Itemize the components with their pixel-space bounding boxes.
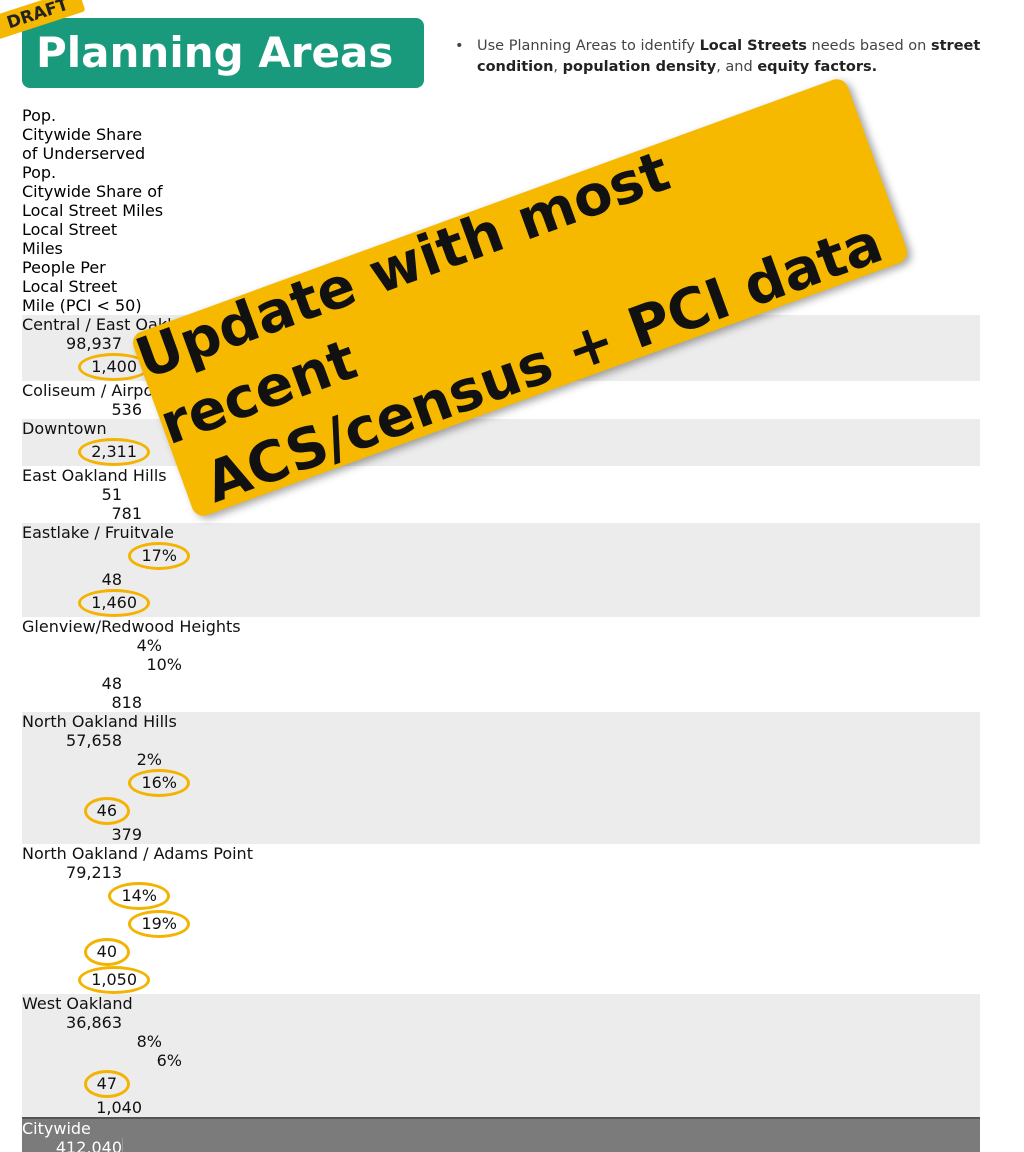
table-cell: 98,937 bbox=[22, 334, 122, 353]
bullet-segment: , and bbox=[716, 59, 758, 75]
cell-text: 4% bbox=[136, 636, 162, 655]
table-cell: 40 bbox=[22, 938, 130, 966]
cell-text: West Oakland bbox=[22, 994, 133, 1013]
table-cell: 57,658 bbox=[22, 731, 122, 750]
cell-text: North Oakland / Adams Point bbox=[22, 844, 253, 863]
bullet-segment: needs based on bbox=[806, 38, 931, 54]
bullet-segment: Local Streets bbox=[699, 38, 807, 54]
table-cell: 14% bbox=[22, 882, 170, 910]
table-cell: East Oakland Hills bbox=[22, 466, 360, 485]
table-row: Glenview/Redwood Heights 4% 10% 48 818 bbox=[22, 617, 980, 712]
table-cell: 17% bbox=[22, 542, 190, 570]
table-cell: 1,400 bbox=[22, 353, 150, 381]
table-cell: 818 bbox=[22, 693, 142, 712]
cell-text: 536 bbox=[111, 400, 142, 419]
cell-text: Downtown bbox=[22, 419, 107, 438]
table-cell: 36,863 bbox=[22, 1013, 122, 1032]
cell-text: 48 bbox=[101, 570, 122, 589]
table-cell: Eastlake / Fruitvale bbox=[22, 523, 360, 542]
table-cell: 412,040 bbox=[22, 1138, 123, 1152]
table-cell: Citywide bbox=[22, 1119, 360, 1138]
cell-text: Eastlake / Fruitvale bbox=[22, 523, 174, 542]
table-cell: 1,040 bbox=[22, 1098, 142, 1117]
bullet-text: Use Planning Areas to identify Local Str… bbox=[455, 36, 995, 78]
cell-text: 781 bbox=[111, 504, 142, 523]
cell-text: Citywide bbox=[22, 1119, 91, 1138]
table-cell: 1,460 bbox=[22, 589, 150, 617]
cell-text: 379 bbox=[111, 825, 142, 844]
circled-value: 19% bbox=[128, 910, 190, 938]
cell-text: 51 bbox=[101, 485, 122, 504]
table-cell: 46 bbox=[22, 797, 130, 825]
circled-value: 46 bbox=[83, 797, 130, 825]
bullet-segment: equity factors. bbox=[757, 59, 878, 75]
table-cell: North Oakland / Adams Point bbox=[22, 844, 360, 863]
slide: Planning Areas DRAFT Use Planning Areas … bbox=[0, 0, 1024, 576]
bullet-segment: Use Planning Areas to identify bbox=[477, 38, 700, 54]
table-row: East Oakland Hills 51 781 bbox=[22, 466, 980, 523]
table-cell: 19% bbox=[22, 910, 190, 938]
table-row: North Oakland Hills 57,658 2% 16% 46 379 bbox=[22, 712, 980, 844]
cell-text: East Oakland Hills bbox=[22, 466, 167, 485]
table-cell: Downtown bbox=[22, 419, 360, 438]
circled-value: 14% bbox=[108, 882, 170, 910]
cell-text: 2% bbox=[136, 750, 162, 769]
table-cell: Glenview/Redwood Heights bbox=[22, 617, 360, 636]
table-cell: 47 bbox=[22, 1070, 130, 1098]
cell-text: 48 bbox=[101, 674, 122, 693]
cell-text: 10% bbox=[146, 655, 182, 674]
bullet-segment: population density bbox=[562, 59, 717, 75]
circled-value: 40 bbox=[83, 938, 130, 966]
cell-text: 1,040 bbox=[96, 1098, 142, 1117]
cell-text: North Oakland Hills bbox=[22, 712, 177, 731]
column-header: Citywide Share of Local Street Miles bbox=[22, 182, 164, 220]
cell-text: 57,658 bbox=[66, 731, 122, 750]
cell-text: 36,863 bbox=[66, 1013, 122, 1032]
cell-text: Glenview/Redwood Heights bbox=[22, 617, 241, 636]
circled-value: 1,460 bbox=[78, 589, 150, 617]
column-header: Pop. bbox=[22, 106, 57, 125]
table-cell: 4% bbox=[22, 636, 162, 655]
table-cell: 379 bbox=[22, 825, 142, 844]
table-cell: 6% bbox=[22, 1051, 182, 1070]
table-cell: West Oakland bbox=[22, 994, 360, 1013]
bullet-segment: , bbox=[553, 59, 563, 75]
table-row: Eastlake / Fruitvale 17% 48 1,460 bbox=[22, 523, 980, 617]
circled-value: 17% bbox=[128, 542, 190, 570]
table-cell: 2,311 bbox=[22, 438, 150, 466]
cell-text: 79,213 bbox=[66, 863, 122, 882]
circled-value: 2,311 bbox=[78, 438, 150, 466]
circled-value: 16% bbox=[128, 769, 190, 797]
circled-value: 1,050 bbox=[78, 966, 150, 994]
bullet-segment: street condition bbox=[477, 38, 981, 75]
table-cell: 79,213 bbox=[22, 863, 122, 882]
table-cell: 2% bbox=[22, 750, 162, 769]
column-header: Local Street Miles bbox=[22, 220, 118, 258]
table-row: West Oakland 36,863 8% 6% 47 1,040 bbox=[22, 994, 980, 1117]
table-cell: 48 bbox=[22, 570, 122, 589]
column-header: Citywide Share of Underserved Pop. bbox=[22, 125, 146, 182]
table-cell: Coliseum / Airport bbox=[22, 381, 360, 400]
table-cell: 16% bbox=[22, 769, 190, 797]
table-cell: 51 bbox=[22, 485, 122, 504]
table-cell: 1,050 bbox=[22, 966, 150, 994]
cell-text: Coliseum / Airport bbox=[22, 381, 167, 400]
cell-text: 6% bbox=[156, 1051, 182, 1070]
cell-text: 818 bbox=[111, 693, 142, 712]
cell-text: 98,937 bbox=[66, 334, 122, 353]
cell-text: 412,040 bbox=[55, 1138, 122, 1152]
cell-text: 8% bbox=[136, 1032, 162, 1051]
table-cell: 48 bbox=[22, 674, 122, 693]
table-cell: 8% bbox=[22, 1032, 162, 1051]
table-cell: 536 bbox=[22, 400, 142, 419]
column-header: People Per Local Street Mile (PCI < 50) bbox=[22, 258, 142, 315]
table-cell: 10% bbox=[22, 655, 182, 674]
circled-value: 47 bbox=[83, 1070, 130, 1098]
title: Planning Areas bbox=[22, 18, 424, 88]
table-cell: 781 bbox=[22, 504, 142, 523]
table-row: North Oakland / Adams Point 79,213 14% 19% 4… bbox=[22, 844, 980, 994]
table-cell: North Oakland Hills bbox=[22, 712, 360, 731]
